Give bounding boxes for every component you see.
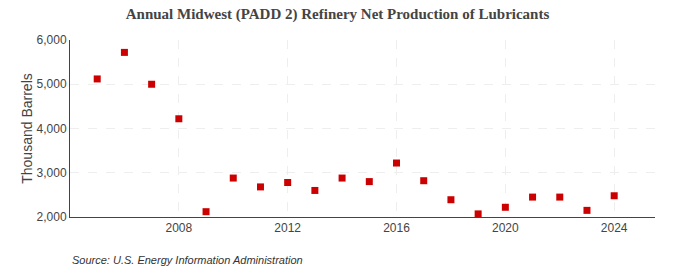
svg-text:2008: 2008 — [165, 221, 192, 235]
svg-text:Thousand Barrels: Thousand Barrels — [19, 73, 35, 184]
svg-text:2020: 2020 — [492, 221, 519, 235]
svg-text:6,000: 6,000 — [37, 33, 67, 47]
svg-text:3,000: 3,000 — [37, 166, 67, 180]
svg-text:2024: 2024 — [601, 221, 628, 235]
svg-text:2,000: 2,000 — [37, 210, 67, 224]
svg-text:2012: 2012 — [274, 221, 301, 235]
svg-text:2016: 2016 — [383, 221, 410, 235]
svg-text:Annual Midwest (PADD 2) Refine: Annual Midwest (PADD 2) Refinery Net Pro… — [126, 6, 550, 23]
svg-text:5,000: 5,000 — [37, 77, 67, 91]
svg-text:Source: U.S. Energy Informatio: Source: U.S. Energy Information Administ… — [72, 254, 303, 266]
svg-text:4,000: 4,000 — [37, 122, 67, 136]
